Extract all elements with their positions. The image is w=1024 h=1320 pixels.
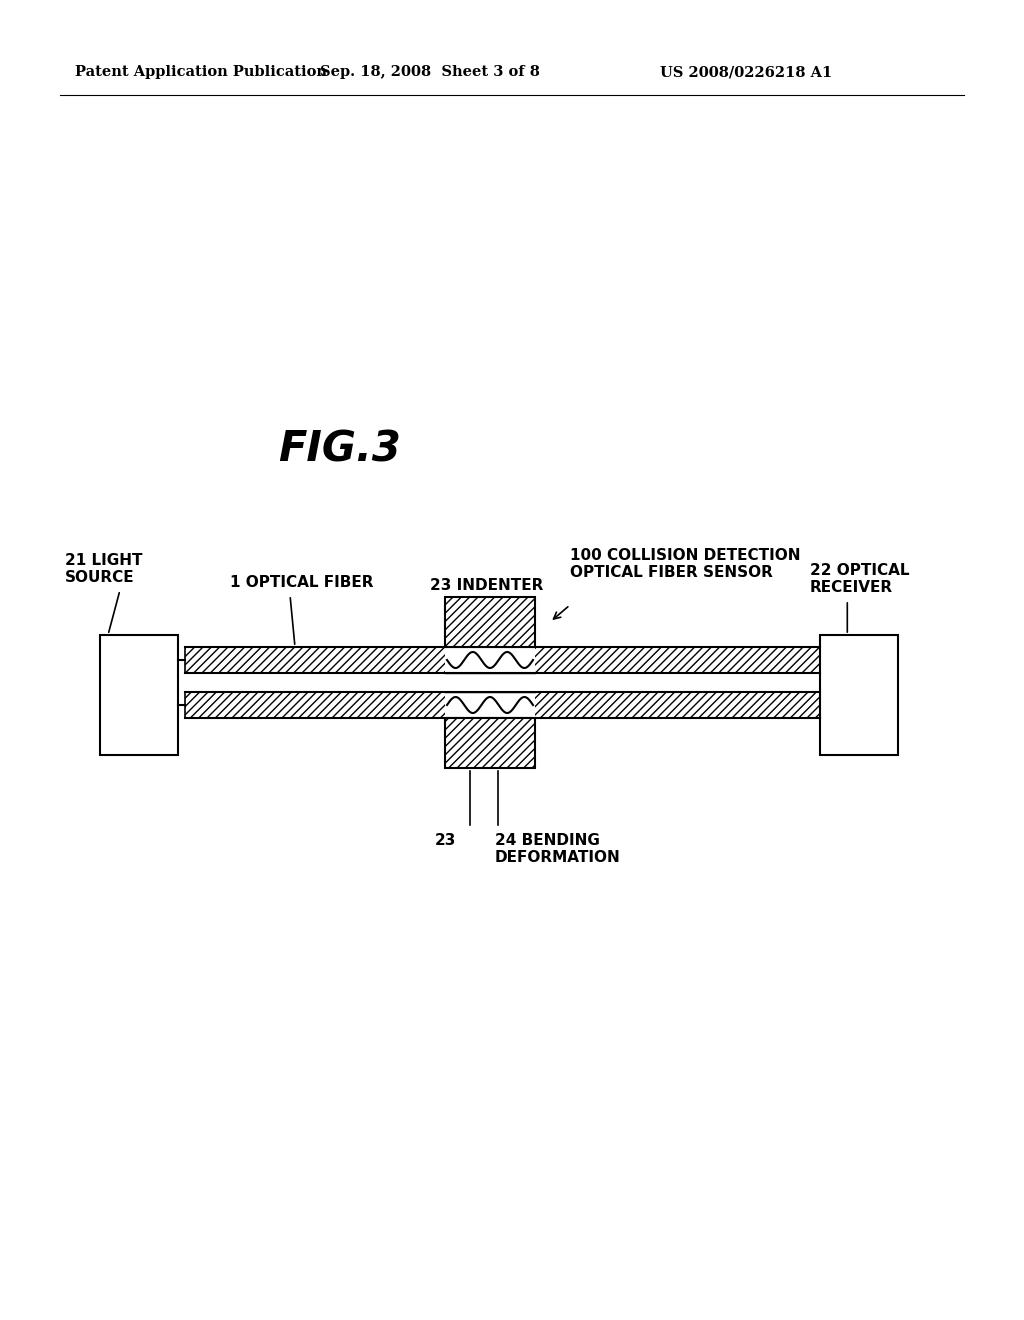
Text: 23: 23	[435, 833, 457, 847]
Text: Patent Application Publication: Patent Application Publication	[75, 65, 327, 79]
Bar	[445, 718, 535, 768]
Text: 23 INDENTER: 23 INDENTER	[430, 578, 544, 593]
Text: 22 OPTICAL
RECEIVER: 22 OPTICAL RECEIVER	[810, 562, 909, 595]
Text: 100 COLLISION DETECTION
OPTICAL FIBER SENSOR: 100 COLLISION DETECTION OPTICAL FIBER SE…	[570, 548, 801, 579]
Text: FIG.3: FIG.3	[279, 429, 401, 471]
Bar	[445, 647, 535, 673]
Text: 1 OPTICAL FIBER: 1 OPTICAL FIBER	[230, 576, 374, 590]
Bar	[445, 597, 535, 647]
Bar	[445, 692, 535, 718]
Text: US 2008/0226218 A1: US 2008/0226218 A1	[660, 65, 833, 79]
Bar	[185, 647, 820, 673]
Text: 24 BENDING
DEFORMATION: 24 BENDING DEFORMATION	[495, 833, 621, 866]
Text: Sep. 18, 2008  Sheet 3 of 8: Sep. 18, 2008 Sheet 3 of 8	[321, 65, 540, 79]
Text: 21 LIGHT
SOURCE: 21 LIGHT SOURCE	[65, 553, 142, 585]
Bar	[100, 635, 178, 755]
Bar	[820, 635, 898, 755]
Bar	[185, 692, 820, 718]
